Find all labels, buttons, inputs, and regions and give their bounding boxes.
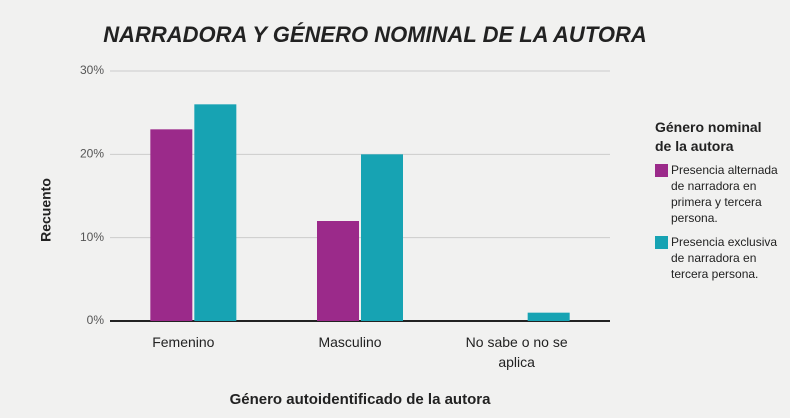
x-axis-label: Género autoidentificado de la autora <box>230 391 492 408</box>
legend-swatch <box>655 236 668 249</box>
bar <box>194 104 237 321</box>
legend-item: Presencia exclusiva de narradora en terc… <box>655 234 790 282</box>
bar <box>317 221 359 321</box>
legend-title: Género nominal de la autora <box>655 119 762 154</box>
legend-swatch <box>655 164 668 177</box>
legend-label: Presencia alternada de narradora en prim… <box>671 163 778 225</box>
x-tick-label: No sabe o no se aplica <box>465 334 568 370</box>
x-tick-label: Femenino <box>152 334 215 350</box>
chart-title: NARRADORA Y GÉNERO NOMINAL DE LA AUTORA <box>103 22 647 47</box>
x-tick-label: Masculino <box>318 334 382 350</box>
bar <box>150 129 193 321</box>
bar <box>527 312 570 321</box>
y-tick-label: 10% <box>80 230 104 244</box>
y-tick-label: 0% <box>87 313 105 327</box>
y-tick-label: 20% <box>80 147 104 161</box>
y-axis-label: Recuento <box>38 178 54 242</box>
bar <box>361 154 403 321</box>
legend-label: Presencia exclusiva de narradora en terc… <box>671 235 778 281</box>
legend-item: Presencia alternada de narradora en prim… <box>655 162 790 226</box>
y-tick-label: 30% <box>80 63 104 77</box>
legend: Género nominal de la autora Presencia al… <box>655 118 790 290</box>
